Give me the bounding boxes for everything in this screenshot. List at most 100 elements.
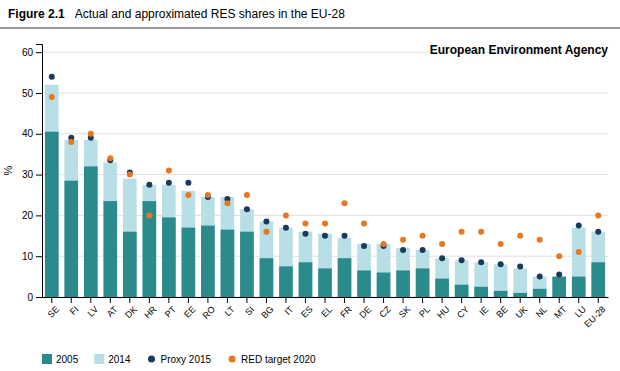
- tick-label: LV: [86, 304, 100, 318]
- tick: 60: [22, 47, 42, 58]
- bar: [357, 270, 371, 297]
- tick-mark: [461, 297, 462, 303]
- point: [498, 261, 504, 267]
- point: [420, 233, 426, 239]
- tick-label: DK: [123, 304, 139, 320]
- bar: [572, 277, 586, 297]
- tick: PL: [417, 297, 432, 319]
- bar: [416, 268, 430, 297]
- tick-label: AT: [105, 304, 120, 319]
- bar: [455, 285, 469, 297]
- tick-label: LT: [223, 304, 237, 318]
- tick: 30: [22, 169, 42, 180]
- bar: [357, 244, 371, 297]
- tick-label: HR: [142, 304, 159, 321]
- point: [400, 237, 406, 243]
- tick: DE: [357, 297, 373, 320]
- point: [283, 212, 289, 218]
- title-bold: Figure 2.1: [8, 7, 65, 21]
- tick-mark: [442, 297, 443, 303]
- point: [244, 206, 250, 212]
- point: [478, 229, 484, 235]
- tick-label: SE: [45, 304, 61, 320]
- point: [498, 241, 504, 247]
- tick-label: HU: [435, 304, 451, 320]
- point: [342, 233, 348, 239]
- tick: AT: [105, 297, 120, 319]
- tick: NL: [534, 297, 549, 319]
- tick-mark: [36, 134, 42, 135]
- tick-mark: [325, 297, 326, 303]
- tick: MT: [552, 297, 569, 320]
- tick-mark: [305, 297, 306, 303]
- bar: [533, 289, 547, 297]
- tick-mark: [559, 297, 560, 303]
- tick: CZ: [377, 297, 393, 320]
- bar: [455, 260, 469, 297]
- tick-mark: [110, 297, 111, 303]
- bar: [143, 201, 157, 297]
- bar: [377, 273, 391, 297]
- bar: [45, 132, 59, 297]
- tick-mark: [520, 297, 521, 303]
- grid-line: [42, 133, 608, 134]
- tick: 10: [22, 251, 42, 262]
- point: [459, 257, 465, 263]
- tick: SI: [243, 297, 256, 317]
- tick-label: DE: [357, 304, 373, 320]
- tick-mark: [149, 297, 150, 303]
- bar: [123, 232, 137, 297]
- tick-mark: [364, 297, 365, 303]
- bar: [299, 262, 313, 297]
- bar: [494, 264, 508, 297]
- tick-mark: [481, 297, 482, 303]
- point: [556, 272, 562, 278]
- axis-title: %: [2, 165, 14, 175]
- point: [381, 241, 387, 247]
- tick-mark: [90, 297, 91, 303]
- tick: FI: [68, 297, 81, 317]
- bar: [533, 277, 547, 297]
- legend: 20052014Proxy 2015RED target 2020: [42, 354, 316, 365]
- tick-mark: [36, 52, 42, 53]
- bar: [396, 270, 410, 297]
- bar: [84, 140, 98, 297]
- point: [595, 212, 601, 218]
- tick-label: NL: [534, 304, 549, 319]
- tick: IT: [283, 297, 296, 317]
- point: [517, 263, 523, 269]
- tick-mark: [129, 297, 130, 303]
- tick-mark: [403, 297, 404, 303]
- point: [49, 94, 55, 100]
- tick: CY: [455, 297, 471, 320]
- grid: [42, 52, 608, 297]
- point: [224, 200, 230, 206]
- legend-item: 2014: [94, 354, 131, 365]
- bar: [513, 293, 527, 297]
- point: [166, 168, 172, 174]
- point: [556, 253, 562, 259]
- legend-swatch: [148, 356, 155, 363]
- bar: [513, 268, 527, 297]
- tick-mark: [36, 297, 42, 298]
- bar: [162, 217, 176, 297]
- bar: [123, 179, 137, 297]
- bar: [396, 248, 410, 297]
- bar: [435, 279, 449, 297]
- point: [576, 249, 582, 255]
- bar: [162, 185, 176, 297]
- point: [88, 131, 94, 137]
- point: [146, 182, 152, 188]
- tick-mark: [207, 297, 208, 303]
- bar: [182, 191, 196, 297]
- tick-mark: [188, 297, 189, 303]
- tick-label: 30: [22, 169, 34, 180]
- point: [146, 212, 152, 218]
- legend-item: Proxy 2015: [148, 354, 212, 365]
- bar: [201, 226, 215, 297]
- bar: [591, 262, 605, 297]
- tick-mark: [36, 175, 42, 176]
- point: [400, 247, 406, 253]
- tick-label: 60: [22, 47, 34, 58]
- tick-mark: [246, 297, 247, 303]
